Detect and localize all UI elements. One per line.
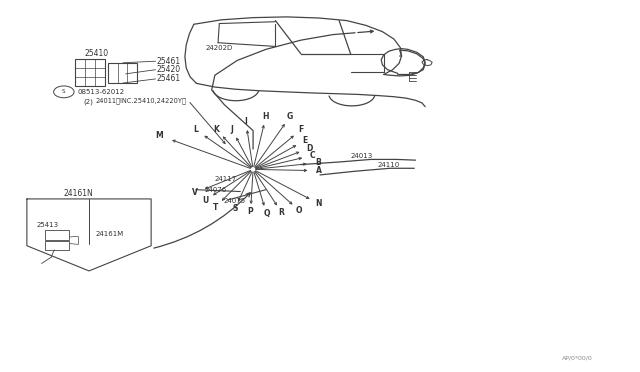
Text: 08513-62012: 08513-62012 <box>78 89 125 95</box>
Text: C: C <box>310 151 316 160</box>
Text: S: S <box>62 89 65 94</box>
Text: T: T <box>213 203 218 212</box>
Text: S: S <box>232 205 237 214</box>
Text: H: H <box>262 112 269 121</box>
Text: (2): (2) <box>83 99 93 105</box>
Bar <box>45 230 69 240</box>
Text: 24076: 24076 <box>204 187 227 193</box>
Bar <box>75 59 105 86</box>
Text: 24117: 24117 <box>215 176 237 182</box>
Text: G: G <box>287 112 293 121</box>
Text: 24161N: 24161N <box>64 189 93 198</box>
Text: A: A <box>316 166 322 175</box>
Text: 25461: 25461 <box>157 74 181 83</box>
Text: 24013: 24013 <box>351 154 373 160</box>
Text: L: L <box>193 125 198 134</box>
Text: 24075: 24075 <box>223 198 245 204</box>
Text: Q: Q <box>263 209 269 218</box>
Text: AP/0*00/0: AP/0*00/0 <box>562 355 593 360</box>
Text: I: I <box>244 118 248 126</box>
Text: O: O <box>296 206 303 215</box>
Text: F: F <box>299 125 304 134</box>
Bar <box>45 241 69 250</box>
Text: 25420: 25420 <box>157 65 181 74</box>
Text: K: K <box>214 125 220 134</box>
Text: U: U <box>202 196 208 205</box>
Text: B: B <box>315 158 321 167</box>
Text: 25413: 25413 <box>36 222 59 228</box>
Text: 25461: 25461 <box>157 57 181 66</box>
Text: 24011〈INC.25410,24220Y〉: 24011〈INC.25410,24220Y〉 <box>96 97 187 104</box>
Text: M: M <box>156 131 163 140</box>
Bar <box>108 63 137 83</box>
Text: 24110: 24110 <box>378 161 399 167</box>
Text: P: P <box>248 207 253 217</box>
Text: J: J <box>231 125 234 134</box>
Text: N: N <box>316 199 322 208</box>
Text: D: D <box>306 144 312 153</box>
Text: 25410: 25410 <box>84 49 108 58</box>
Text: 24202D: 24202D <box>205 45 232 51</box>
Text: R: R <box>278 208 285 217</box>
Text: 24161M: 24161M <box>96 231 124 237</box>
Text: V: V <box>192 188 198 198</box>
Text: E: E <box>302 136 307 145</box>
